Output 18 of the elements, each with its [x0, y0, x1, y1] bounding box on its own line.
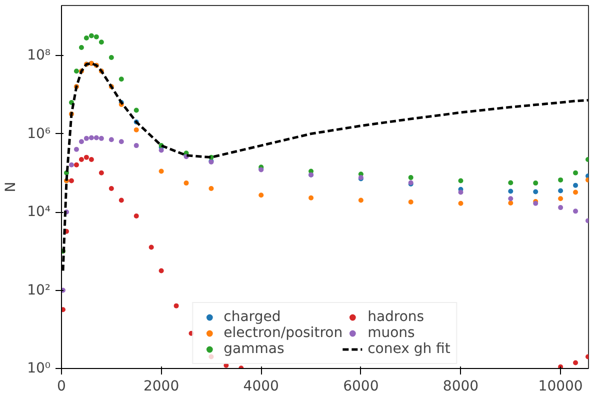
legend-label: hadrons [368, 309, 424, 325]
legend-label: charged [224, 309, 281, 325]
legend-label: electron/positron [224, 325, 343, 341]
x-tick-label: 2000 [143, 378, 180, 394]
x-tick-label: 6000 [343, 378, 379, 394]
legend-label: muons [368, 325, 415, 341]
x-tick-label: 4000 [243, 378, 279, 394]
y-tick-label: 10⁰ [27, 360, 51, 376]
x-tick-label: 8000 [442, 378, 479, 394]
y-tick-label: 10⁶ [27, 126, 51, 142]
x-tick-label: 10000 [538, 378, 583, 394]
y-tick-label: 10⁴ [27, 204, 51, 220]
y-axis-title: N [3, 182, 20, 192]
y-tick-label: 10⁸ [27, 48, 51, 64]
legend-label: gammas [224, 341, 284, 357]
y-tick-label: 10² [27, 282, 51, 298]
x-tick-label: 0 [57, 378, 66, 394]
legend-label: conex gh fit [368, 341, 450, 357]
